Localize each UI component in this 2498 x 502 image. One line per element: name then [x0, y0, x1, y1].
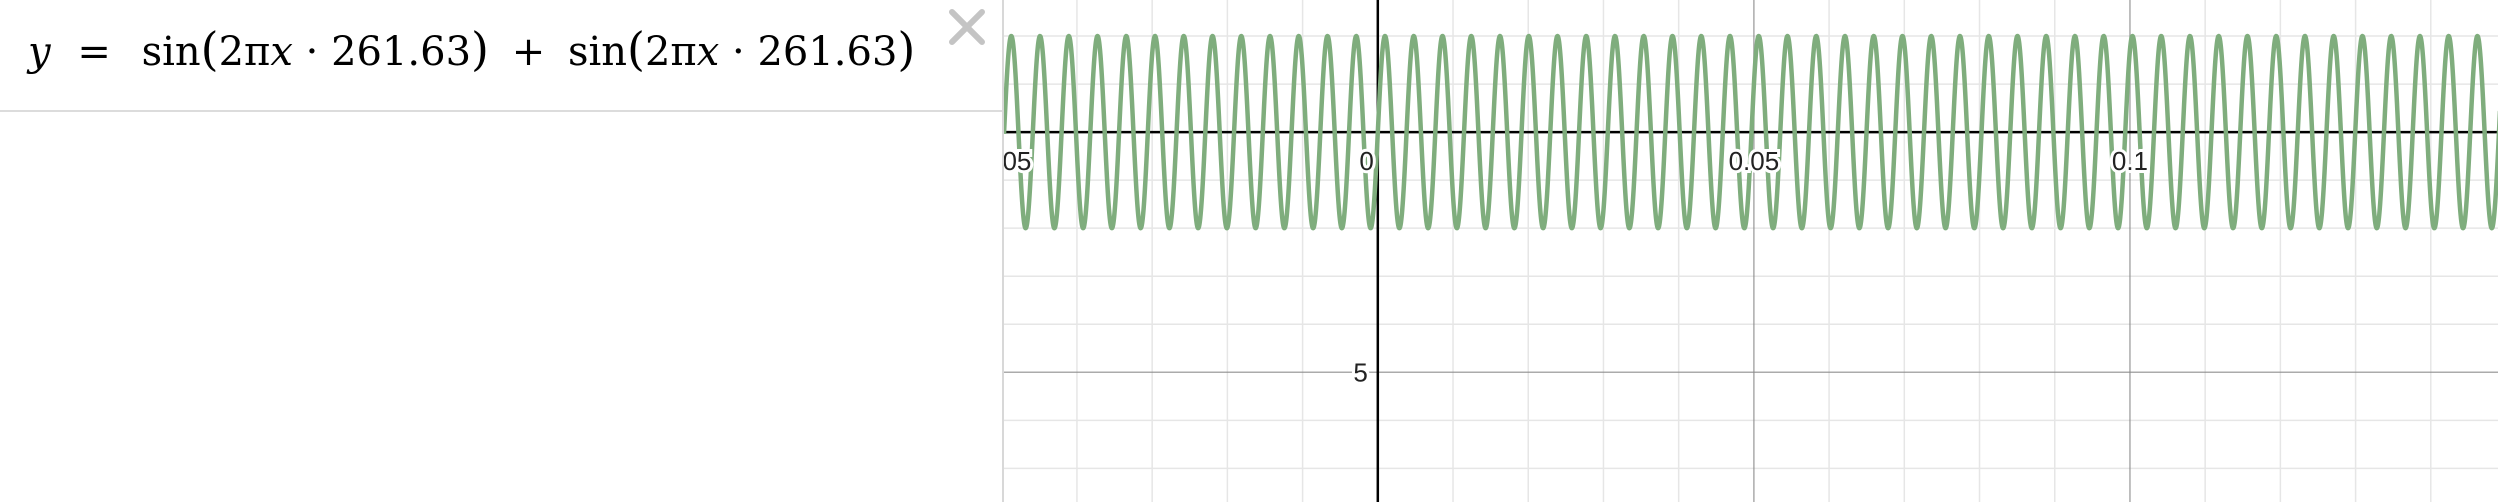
graph-paper[interactable]: -0.05 0 0.05 0.1 5 [1002, 0, 2498, 502]
expression-list-panel: y = sin(2πx · 261.63) + sin(2πx · 261.63… [0, 0, 1002, 502]
x-tick-label: -0.05 [1004, 146, 1031, 176]
curve-layer [1004, 33, 2498, 231]
expr-arg1-post: · 261.63 [292, 29, 472, 75]
expression-input[interactable]: y = sin(2πx · 261.63) + sin(2πx · 261.63… [28, 22, 916, 76]
expr-arg2-pre: 2π [644, 29, 697, 75]
graph-canvas[interactable]: -0.05 0 0.05 0.1 5 [1004, 0, 2498, 502]
expr-arg1-var: x [270, 29, 293, 75]
expr-arg2-post: · 261.63 [719, 29, 898, 75]
tick-labels: -0.05 0 0.05 0.1 5 [1004, 143, 2151, 390]
expr-sin-1: sin [141, 29, 201, 75]
function-curve [1004, 33, 2498, 231]
expression-row[interactable]: y = sin(2πx · 261.63) + sin(2πx · 261.63… [0, 0, 1002, 112]
expr-lhs: y [28, 29, 51, 75]
delete-expression-button[interactable] [944, 4, 990, 50]
expr-sin-2: sin [567, 29, 628, 75]
close-icon [949, 9, 985, 45]
expr-arg1-pre: 2π [218, 29, 271, 75]
expr-equals: = [77, 29, 111, 75]
x-tick-label: 0 [1359, 146, 1373, 176]
expr-arg2-var: x [696, 29, 720, 75]
x-tick-label: 0.05 [1729, 146, 1780, 176]
y-tick-label: 5 [1353, 357, 1367, 387]
expr-plus: + [511, 29, 546, 75]
x-tick-label: 0.1 [2112, 146, 2148, 176]
